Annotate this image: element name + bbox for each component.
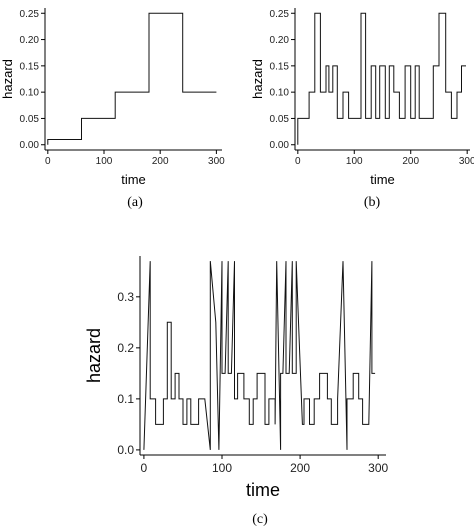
y-tick-label: 0.00 xyxy=(270,140,290,151)
hazard-series-line xyxy=(143,261,376,450)
y-tick-label: 0.20 xyxy=(270,35,290,46)
y-tick-label: 0.25 xyxy=(270,9,290,20)
y-tick-label: 0.05 xyxy=(20,114,40,125)
y-tick-label: 0.05 xyxy=(270,114,290,125)
x-tick-label: 200 xyxy=(290,461,310,475)
y-axis-title: hazard xyxy=(84,328,104,383)
x-axis-title: time xyxy=(246,480,280,500)
x-tick-label: 300 xyxy=(208,156,225,167)
panel-b: 0.00 0.05 0.10 0.15 0.20 0.25 0 100 200 300 time ha… xyxy=(250,8,474,210)
hazard-series-line xyxy=(297,12,466,145)
x-tick-label: 300 xyxy=(368,461,388,475)
hazard-series-line xyxy=(47,12,217,145)
panel-caption: (a) xyxy=(127,195,143,210)
x-axis-title: time xyxy=(121,172,146,187)
x-tick-label: 100 xyxy=(346,156,363,167)
y-axis-title: hazard xyxy=(250,59,265,99)
x-tick-label: 100 xyxy=(212,461,232,475)
panel-a: 0.00 0.05 0.10 0.15 0.20 0.25 0 100 200 300 time ha… xyxy=(0,8,225,210)
x-axis-title: time xyxy=(370,172,395,187)
y-tick-label: 0.0 xyxy=(117,443,134,457)
panel-caption: (c) xyxy=(252,512,268,527)
y-axis-title: hazard xyxy=(0,59,15,99)
panel-c: 0.0 0.1 0.2 0.3 0 100 200 300 time hazard (c) xyxy=(84,256,389,527)
panel-caption: (b) xyxy=(364,195,381,210)
x-tick-label: 100 xyxy=(96,156,113,167)
x-tick-label: 200 xyxy=(152,156,169,167)
y-tick-label: 0.2 xyxy=(117,341,134,355)
x-tick-label: 0 xyxy=(141,461,148,475)
x-tick-label: 0 xyxy=(45,156,51,167)
y-tick-label: 0.15 xyxy=(20,61,40,72)
y-tick-label: 0.1 xyxy=(117,392,134,406)
y-tick-label: 0.25 xyxy=(20,9,40,20)
y-tick-label: 0.3 xyxy=(117,290,134,304)
y-tick-label: 0.10 xyxy=(270,88,290,99)
y-tick-label: 0.10 xyxy=(20,88,40,99)
x-tick-label: 200 xyxy=(402,156,419,167)
x-tick-label: 300 xyxy=(459,156,474,167)
y-tick-label: 0.00 xyxy=(20,140,40,151)
y-tick-label: 0.20 xyxy=(20,35,40,46)
x-tick-label: 0 xyxy=(295,156,301,167)
y-tick-label: 0.15 xyxy=(270,61,290,72)
